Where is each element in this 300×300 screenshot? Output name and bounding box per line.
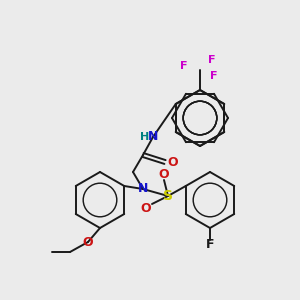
Text: F: F — [210, 71, 218, 81]
Text: O: O — [159, 167, 169, 181]
Text: O: O — [83, 236, 93, 248]
Text: F: F — [208, 55, 216, 65]
Text: S: S — [163, 189, 173, 203]
Text: O: O — [168, 155, 178, 169]
Text: F: F — [206, 238, 214, 251]
Text: N: N — [148, 130, 158, 143]
Text: N: N — [138, 182, 148, 196]
Text: H: H — [140, 132, 150, 142]
Text: F: F — [180, 61, 188, 71]
Text: O: O — [141, 202, 151, 214]
